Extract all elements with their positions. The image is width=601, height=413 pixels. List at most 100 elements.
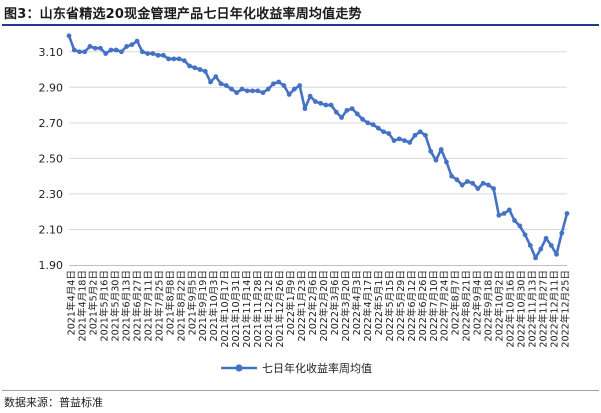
data-point [98, 45, 103, 51]
data-point [124, 44, 130, 49]
data-point [171, 56, 177, 62]
data-point [192, 65, 198, 71]
x-tick-label: 2022年2月20日 [318, 270, 330, 342]
data-point [271, 81, 276, 87]
data-point [370, 122, 376, 128]
data-point [265, 86, 271, 92]
data-point [108, 47, 114, 53]
data-point [506, 207, 512, 213]
data-point [496, 212, 502, 218]
data-point [391, 138, 397, 144]
data-point [349, 106, 355, 112]
data-point [155, 52, 161, 58]
data-point [501, 211, 507, 216]
data-point [71, 47, 77, 53]
data-point [318, 100, 324, 106]
data-point [234, 90, 240, 96]
data-point [103, 51, 109, 56]
data-point [459, 182, 465, 188]
x-tick-label: 2022年5月1日 [373, 270, 385, 335]
data-point [491, 186, 497, 191]
x-tick-label: 2021年6月13日 [120, 270, 132, 342]
x-tick-label: 2021年4月4日 [66, 270, 78, 335]
data-point [375, 125, 381, 131]
x-tick-label: 2022年3月20日 [340, 270, 352, 342]
chart-title: 图3：山东省精选20现金管理产品七日年化收益率周均值走势 [4, 7, 362, 22]
y-tick-label: 2.90 [39, 81, 64, 94]
x-tick-label: 2022年5月29日 [395, 270, 407, 342]
x-tick-label: 2022年6月12日 [406, 270, 418, 342]
data-point [197, 67, 203, 72]
series-line [67, 35, 569, 260]
y-axis-tick-labels: 1.90 2.10 2.30 2.50 2.70 2.90 3.10 [39, 46, 64, 272]
x-tick-label: 2022年4月3日 [351, 270, 363, 335]
data-point [250, 88, 255, 94]
x-tick-label: 2021年10月17日 [219, 270, 231, 348]
data-point [360, 116, 365, 122]
data-point [145, 51, 151, 56]
data-point [323, 102, 329, 108]
data-point [87, 44, 93, 49]
data-point [119, 49, 124, 55]
data-point [208, 79, 213, 85]
y-tick-label: 2.10 [39, 223, 64, 236]
x-tick-label: 2022年1月9日 [285, 270, 297, 335]
x-tick-label: 2022年8月7日 [450, 270, 462, 335]
x-tick-label: 2022年6月26日 [417, 270, 429, 342]
data-point [485, 182, 491, 188]
x-tick-label: 2021年5月16日 [98, 270, 110, 342]
data-point [307, 93, 313, 99]
x-tick-label: 2021年5月2日 [87, 270, 99, 335]
x-tick-label: 2022年10月16日 [505, 270, 517, 348]
x-tick-label: 2022年3月6日 [329, 270, 341, 335]
x-tick-label: 2021年8月22日 [175, 270, 187, 342]
x-tick-label: 2022年2月6日 [307, 270, 319, 335]
x-tick-label: 2022年7月24日 [439, 270, 451, 342]
y-tick-label: 2.30 [39, 188, 64, 201]
x-tick-label: 2022年10月2日 [494, 270, 506, 342]
legend: 七日年化收益率周均值 [221, 361, 372, 375]
source-note: 数据来源：普益标准 [4, 396, 103, 409]
x-tick-label: 2021年9月19日 [197, 270, 209, 342]
data-point [339, 115, 344, 120]
x-axis-tick-labels: 2021年4月4日 2021年4月18日 2021年5月2日 2021年5月16日 20… [66, 270, 572, 348]
data-point [239, 86, 245, 92]
data-point [444, 159, 449, 165]
x-tick-label: 2022年11月13日 [527, 270, 539, 348]
x-tick-label: 2021年7月25日 [153, 270, 165, 342]
series-layer [66, 33, 570, 261]
title-divider [2, 24, 599, 26]
data-point [113, 47, 119, 53]
data-point [433, 157, 439, 163]
data-point [543, 235, 549, 241]
data-point [449, 173, 455, 179]
data-point [260, 90, 266, 96]
data-point [417, 129, 423, 135]
x-tick-label: 2021年9月5日 [186, 270, 198, 335]
data-point [480, 180, 486, 186]
data-point [187, 63, 192, 69]
data-point [176, 56, 182, 62]
data-point [213, 74, 219, 80]
data-point [92, 45, 98, 51]
data-point [412, 132, 418, 138]
data-point [66, 33, 72, 39]
x-tick-label: 2021年11月14日 [241, 270, 253, 348]
data-point [402, 138, 407, 144]
data-point [522, 232, 528, 238]
data-point [512, 218, 517, 223]
data-point [365, 120, 371, 126]
data-point [423, 132, 428, 138]
x-tick-label: 2022年12月11日 [549, 270, 561, 348]
data-point [292, 86, 297, 92]
data-point [218, 81, 224, 87]
x-tick-label: 2021年10月3日 [208, 270, 220, 342]
x-tick-label: 2022年4月17日 [362, 270, 374, 342]
y-tick-label: 2.50 [39, 152, 64, 165]
x-tick-label: 2021年7月11日 [142, 270, 154, 342]
y-tick-label: 2.70 [39, 117, 64, 130]
x-tick-label: 2022年5月15日 [384, 270, 396, 342]
data-point [454, 177, 460, 183]
x-tick-label: 2022年10月30日 [516, 270, 528, 348]
data-point [150, 51, 156, 56]
